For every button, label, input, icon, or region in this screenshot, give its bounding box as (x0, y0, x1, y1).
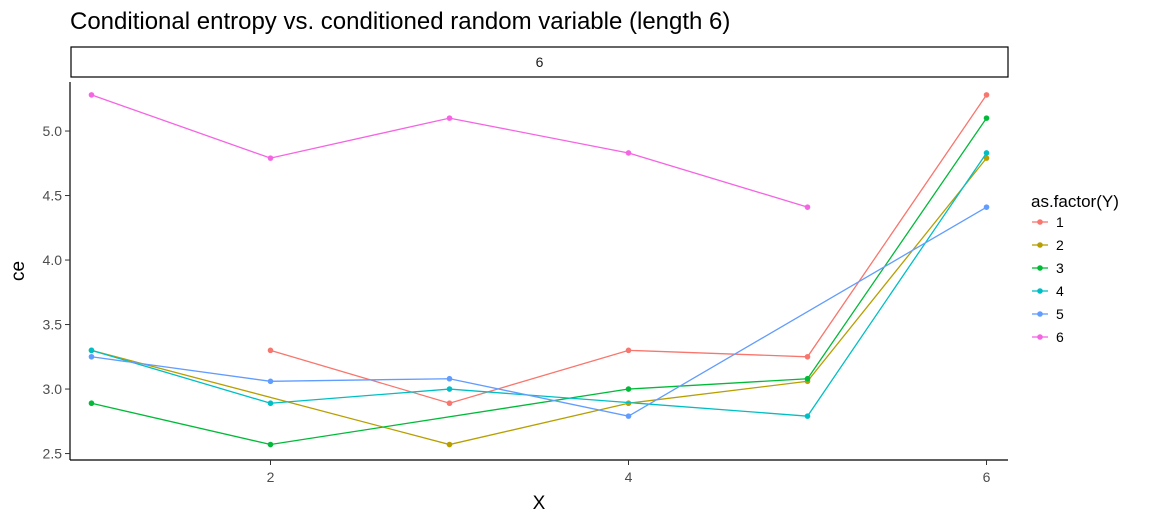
data-point (625, 386, 632, 392)
x-tick-label: 2 (267, 469, 275, 485)
series-1-line (270, 94, 988, 404)
data-point (88, 353, 95, 360)
data-point (804, 413, 811, 419)
facet-strip-label: 6 (536, 54, 544, 70)
y-tick-label: 4.0 (43, 252, 63, 268)
data-point (983, 150, 990, 156)
legend-label: 6 (1056, 329, 1064, 345)
data-point (625, 347, 632, 354)
legend-label: 3 (1056, 260, 1064, 276)
series-6 (88, 92, 811, 210)
y-tick-label: 5.0 (43, 123, 63, 139)
legend-label: 1 (1056, 214, 1064, 230)
x-tick-label: 4 (625, 469, 633, 485)
data-point (625, 150, 632, 156)
data-point (267, 378, 274, 385)
legend-item-5: 5 (1032, 306, 1064, 322)
data-point (804, 375, 811, 382)
series-2-line (91, 157, 988, 446)
series-3 (88, 115, 990, 448)
y-tick-label: 2.5 (43, 446, 63, 462)
data-point (625, 413, 632, 419)
data-point (267, 347, 274, 354)
data-point (446, 115, 453, 121)
x-axis-title: X (533, 493, 546, 514)
series-6-line (91, 94, 808, 208)
chart-title: Conditional entropy vs. conditioned rand… (70, 8, 730, 35)
series-5-line (91, 206, 987, 417)
data-point (983, 204, 990, 210)
data-point (88, 347, 95, 354)
plot-area (88, 92, 990, 448)
legend-item-3: 3 (1032, 260, 1064, 276)
data-point (446, 400, 453, 407)
data-point (804, 204, 811, 210)
legend-item-2: 2 (1032, 237, 1064, 253)
data-point (446, 386, 453, 392)
data-point (267, 155, 274, 161)
data-point (267, 400, 274, 407)
legend-key-point (1037, 288, 1043, 294)
legend-key-point (1037, 219, 1043, 225)
data-point (446, 375, 453, 382)
legend-label: 4 (1056, 283, 1064, 299)
data-point (804, 353, 811, 360)
data-point (88, 400, 95, 407)
data-point (983, 115, 990, 121)
facet-strip (70, 46, 1009, 78)
legend-key-point (1037, 242, 1043, 248)
y-tick-label: 4.5 (43, 188, 63, 204)
legend-item-4: 4 (1032, 283, 1064, 299)
legend-key-point (1037, 311, 1043, 317)
legend: 1 2 3 4 5 6 (1032, 214, 1064, 345)
legend-label: 2 (1056, 237, 1064, 253)
legend-item-1: 1 (1032, 214, 1064, 230)
series-5 (88, 204, 990, 419)
x-tick-label: 6 (983, 469, 991, 485)
axes: 2 4 6 2.5 3.0 3.5 4.0 4.5 5.0 (43, 123, 991, 485)
y-tick-label: 3.0 (43, 381, 63, 397)
legend-key-point (1037, 334, 1043, 340)
legend-title: as.factor(Y) (1031, 192, 1119, 211)
data-point (267, 441, 274, 448)
series-1 (267, 92, 990, 407)
y-axis-title: ce (8, 261, 29, 281)
series-4 (88, 150, 990, 419)
legend-label: 5 (1056, 306, 1064, 322)
data-point (446, 441, 453, 448)
y-tick-label: 3.5 (43, 317, 63, 333)
data-point (983, 155, 990, 161)
legend-item-6: 6 (1032, 329, 1064, 345)
legend-key-point (1037, 265, 1043, 271)
data-point (983, 92, 990, 98)
data-point (88, 92, 95, 98)
